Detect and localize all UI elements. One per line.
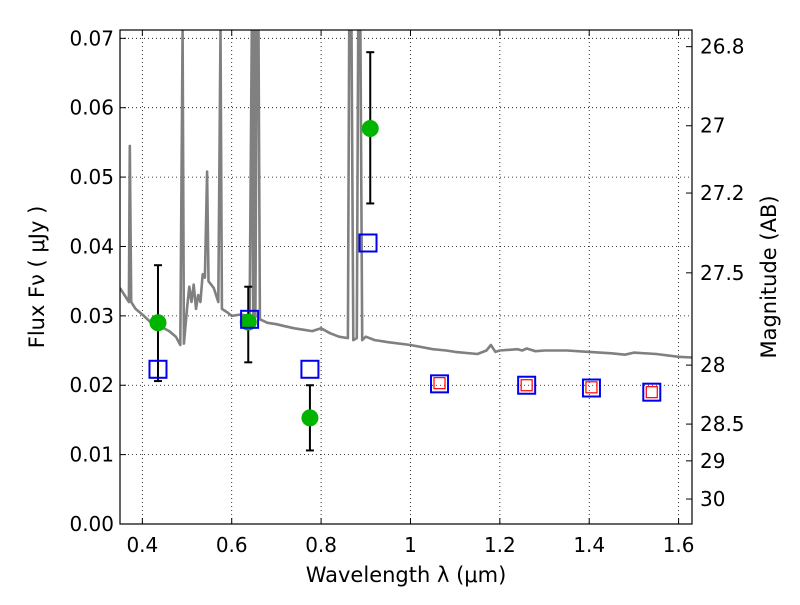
model-flux-square: [430, 374, 450, 394]
x-tick-label: 1: [404, 533, 417, 557]
model-flux-square: [358, 233, 378, 253]
x-tick-label: 1.4: [573, 533, 605, 557]
x-tick-label: 0.6: [216, 533, 248, 557]
y-tick-label: 0.02: [69, 373, 114, 397]
x-axis-title: Wavelength λ (μm): [306, 563, 507, 587]
right-tick-label: 27.2: [700, 181, 745, 205]
y-axis-title: Flux Fν ( μJy ): [25, 206, 49, 349]
right-tick-label: 29: [700, 449, 725, 473]
observed-flux-point: [301, 409, 319, 427]
x-tick-label: 0.8: [305, 533, 337, 557]
y-tick-label: 0.01: [69, 443, 114, 467]
model-flux-square-small: [645, 386, 658, 399]
model-flux-square-small: [585, 381, 598, 394]
model-flux-square: [581, 378, 601, 398]
model-flux-square-small: [520, 379, 533, 392]
y-tick-label: 0.06: [69, 96, 114, 120]
x-tick-label: 1.6: [663, 533, 695, 557]
model-flux-square-small: [433, 377, 446, 390]
model-flux-square: [240, 309, 260, 329]
model-flux-square: [642, 382, 662, 402]
observed-flux-point: [149, 314, 167, 332]
right-tick-label: 27.5: [700, 261, 745, 285]
x-tick-label: 0.4: [126, 533, 158, 557]
plot-area: [120, 30, 692, 452]
y-tick-label: 0.04: [69, 234, 114, 258]
axis-ticks: 0.4 0.6 0.8 1 1.2 1.4 1.6 0.00 0.01 0.02 0.03 0.04 0…: [69, 26, 744, 557]
observed-flux-point: [361, 120, 379, 138]
right-tick-label: 30: [700, 487, 725, 511]
right-tick-label: 28: [700, 353, 725, 377]
right-tick-label: 28.5: [700, 412, 745, 436]
y-tick-label: 0.07: [69, 26, 114, 50]
model-spectrum-line: [120, 30, 692, 359]
right-tick-label: 27: [700, 114, 725, 138]
axes-frame: [119, 29, 693, 525]
model-flux-square: [148, 359, 168, 379]
right-axis-title: Magnitude (AB): [757, 195, 781, 358]
x-tick-label: 1.2: [484, 533, 516, 557]
right-tick-label: 26.8: [700, 35, 745, 59]
model-flux-square: [517, 375, 537, 395]
y-tick-label: 0.00: [69, 512, 114, 536]
y-tick-label: 0.03: [69, 304, 114, 328]
model-flux-square: [300, 359, 320, 379]
y-tick-label: 0.05: [69, 165, 114, 189]
